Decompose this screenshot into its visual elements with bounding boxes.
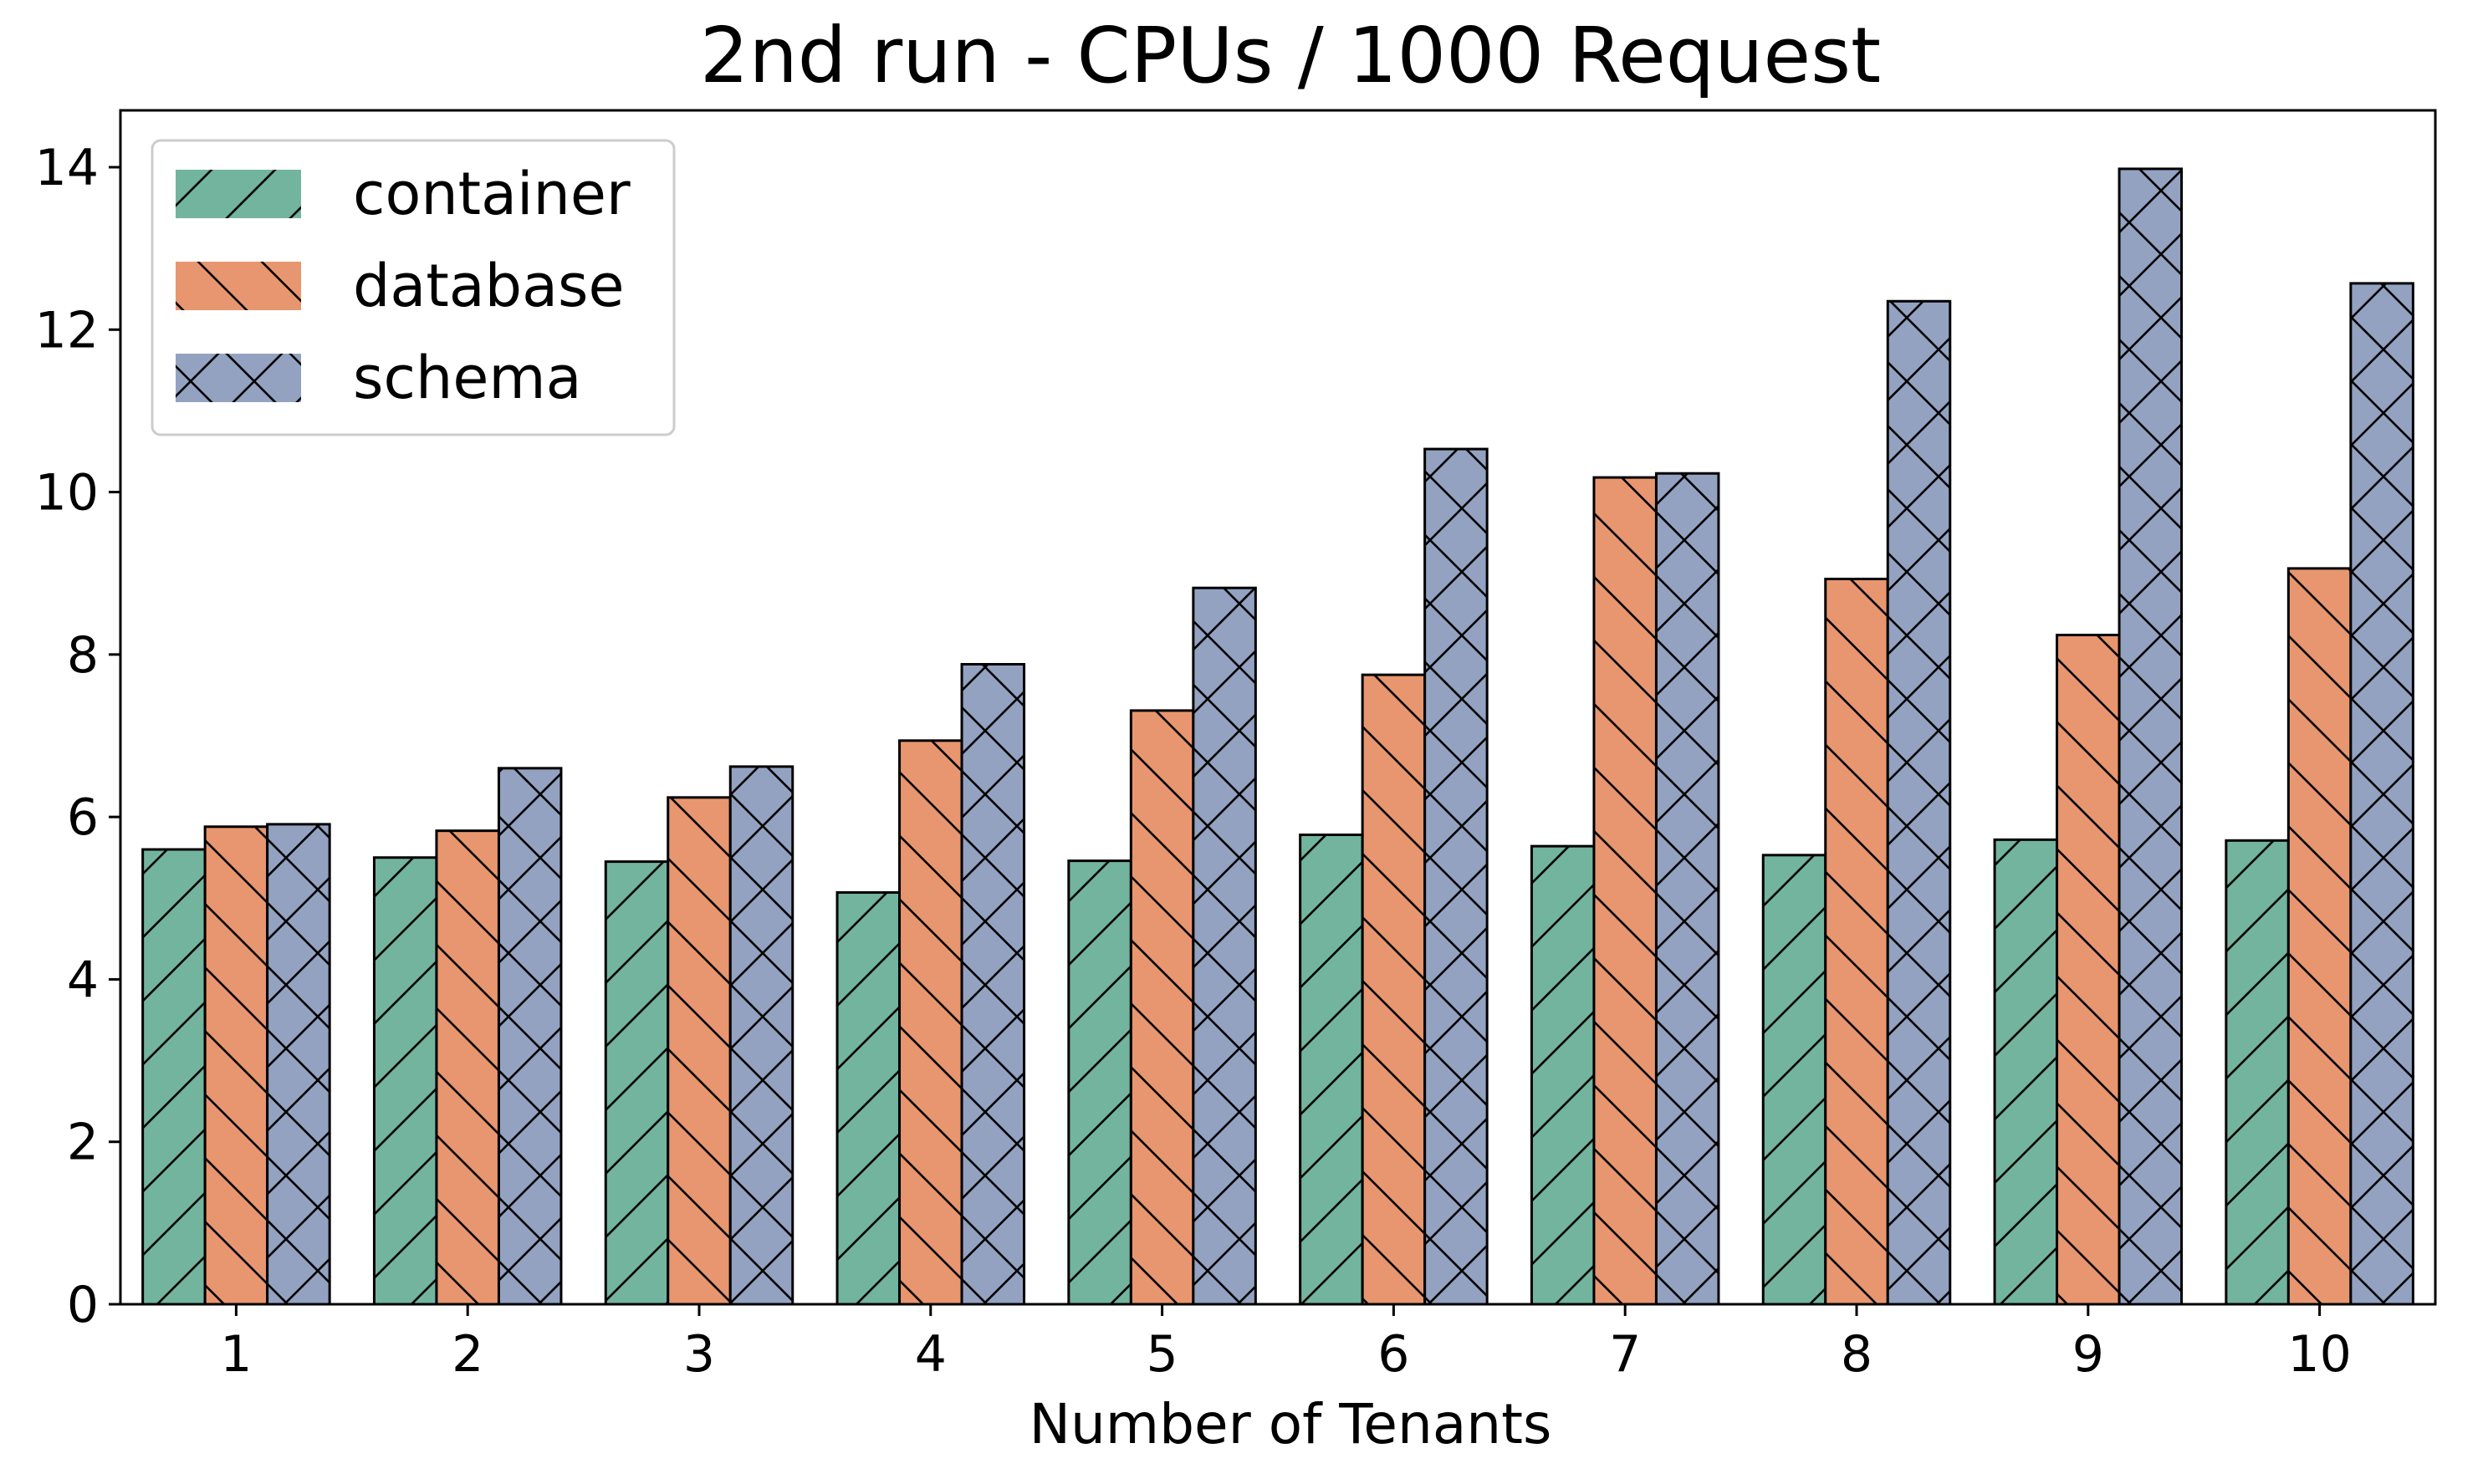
bar-database-9 xyxy=(2056,634,2121,1306)
bar-schema-1 xyxy=(266,823,331,1306)
bar-container-9 xyxy=(1993,838,2059,1306)
x-tick-label: 10 xyxy=(2287,1325,2351,1384)
bar-container-2 xyxy=(372,856,438,1306)
x-axis: 1 2 3 4 5 6 7 8 9 10 xyxy=(220,1304,2352,1384)
y-tick-label: 8 xyxy=(67,626,99,685)
bar-schema-8 xyxy=(1886,299,1952,1306)
bar-database-7 xyxy=(1592,476,1658,1306)
legend-swatch xyxy=(176,354,301,402)
legend-item-database: database xyxy=(176,252,625,320)
x-tick-label: 1 xyxy=(220,1325,252,1384)
bar-container-4 xyxy=(835,890,902,1306)
y-tick-label: 12 xyxy=(35,301,99,360)
plot-frame xyxy=(119,109,2437,1306)
bar-container-5 xyxy=(1067,859,1132,1306)
bar-database-8 xyxy=(1824,578,1889,1306)
bar-container-3 xyxy=(604,860,670,1306)
y-tick-label: 2 xyxy=(67,1114,99,1172)
x-tick-label: 2 xyxy=(452,1325,483,1384)
y-tick-label: 6 xyxy=(67,788,99,847)
x-tick-label: 9 xyxy=(2072,1325,2104,1384)
bar-database-3 xyxy=(667,796,732,1306)
y-tick-label: 0 xyxy=(67,1276,99,1334)
legend-swatch xyxy=(176,170,301,218)
x-tick-label: 7 xyxy=(1609,1325,1641,1384)
x-tick-label: 6 xyxy=(1377,1325,1409,1384)
chart-title: 2nd run - CPUs / 1000 Request xyxy=(700,11,1881,100)
x-tick-label: 8 xyxy=(1841,1325,1872,1384)
bar-database-6 xyxy=(1361,673,1427,1306)
y-tick-label: 4 xyxy=(67,951,99,1009)
bar-container-1 xyxy=(141,848,207,1306)
x-tick-label: 5 xyxy=(1147,1325,1178,1384)
bar-database-2 xyxy=(435,829,500,1306)
legend-item-schema: schema xyxy=(176,344,581,412)
legend-label: database xyxy=(353,252,625,320)
legend-item-container: container xyxy=(176,160,631,228)
y-tick-label: 10 xyxy=(35,464,99,523)
bar-container-7 xyxy=(1530,844,1596,1306)
bar-database-1 xyxy=(203,825,269,1306)
bar-container-6 xyxy=(1299,834,1364,1306)
legend-swatch xyxy=(176,262,301,310)
bar-schema-4 xyxy=(960,663,1026,1306)
x-axis-label: Number of Tenants xyxy=(1029,1392,1552,1456)
bars-layer xyxy=(141,167,2414,1306)
bar-schema-5 xyxy=(1192,586,1257,1306)
bar-database-4 xyxy=(898,739,963,1306)
y-tick-label: 14 xyxy=(35,139,99,197)
bar-database-10 xyxy=(2286,567,2353,1306)
legend-label: container xyxy=(353,160,631,228)
bar-schema-2 xyxy=(497,767,563,1306)
x-tick-label: 3 xyxy=(683,1325,715,1384)
legend-label: schema xyxy=(353,344,581,412)
bar-schema-7 xyxy=(1654,472,1720,1306)
legend: container database schema xyxy=(151,139,676,436)
bar-schema-6 xyxy=(1423,447,1489,1306)
x-tick-label: 4 xyxy=(915,1325,947,1384)
bar-schema-3 xyxy=(728,765,794,1306)
bar-container-8 xyxy=(1761,854,1827,1306)
bar-schema-10 xyxy=(2349,282,2414,1306)
y-axis: 0 2 4 6 8 10 12 14 xyxy=(35,139,120,1334)
bar-database-5 xyxy=(1129,709,1195,1306)
bar-schema-9 xyxy=(2118,167,2184,1306)
bar-container-10 xyxy=(2225,839,2290,1306)
